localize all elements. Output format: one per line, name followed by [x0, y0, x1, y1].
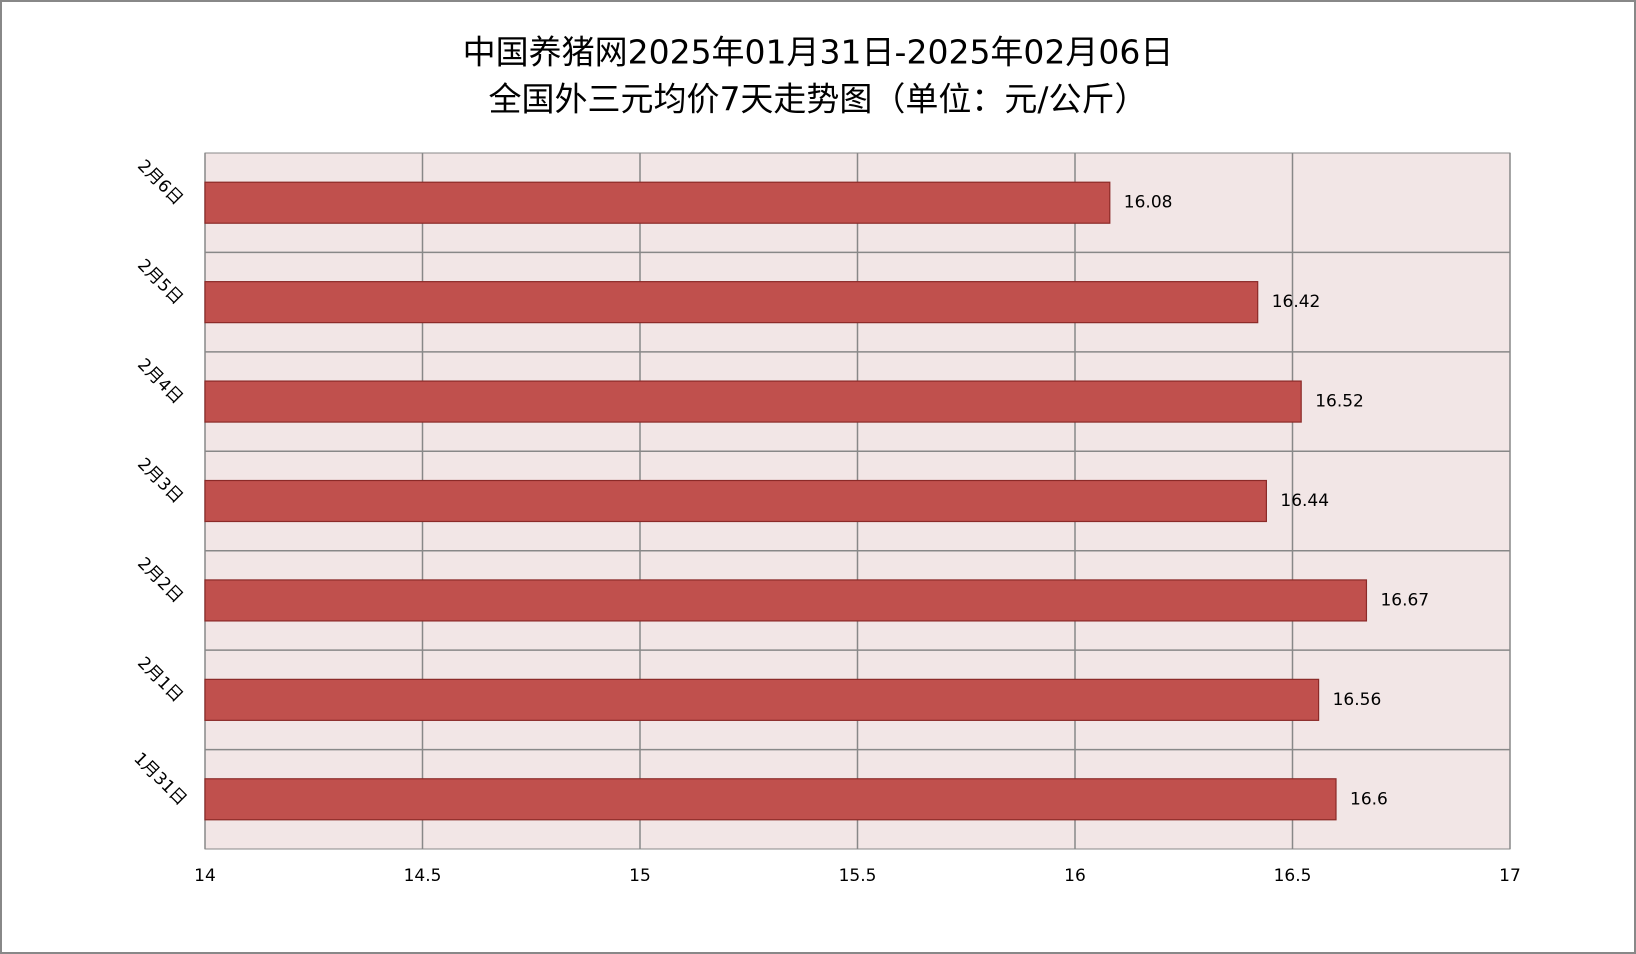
- chart-subtitle: 全国外三元均价7天走势图（单位：元/公斤）: [488, 80, 1147, 119]
- data-label: 16.67: [1380, 590, 1429, 610]
- data-label: 16.56: [1333, 690, 1382, 710]
- data-label: 16.08: [1124, 193, 1173, 213]
- x-tick-label: 14: [194, 866, 216, 886]
- bar: [204, 380, 1302, 423]
- x-tick-label: 16: [1064, 866, 1086, 886]
- bar: [204, 281, 1259, 324]
- bar: [204, 181, 1111, 224]
- data-label: 16.44: [1280, 491, 1329, 511]
- data-label: 16.42: [1272, 292, 1321, 312]
- bar: [204, 579, 1368, 622]
- bar: [204, 678, 1320, 721]
- x-tick-label: 17: [1499, 866, 1521, 886]
- x-tick-label: 14.5: [404, 866, 442, 886]
- data-label: 16.6: [1350, 789, 1388, 809]
- bar: [204, 778, 1337, 821]
- x-tick-label: 16.5: [1274, 866, 1312, 886]
- x-tick-label: 15: [629, 866, 651, 886]
- bar: [204, 479, 1268, 523]
- x-tick-label: 15.5: [839, 866, 877, 886]
- chart-title: 中国养猪网2025年01月31日-2025年02月06日: [463, 33, 1174, 72]
- data-label: 16.52: [1315, 392, 1364, 412]
